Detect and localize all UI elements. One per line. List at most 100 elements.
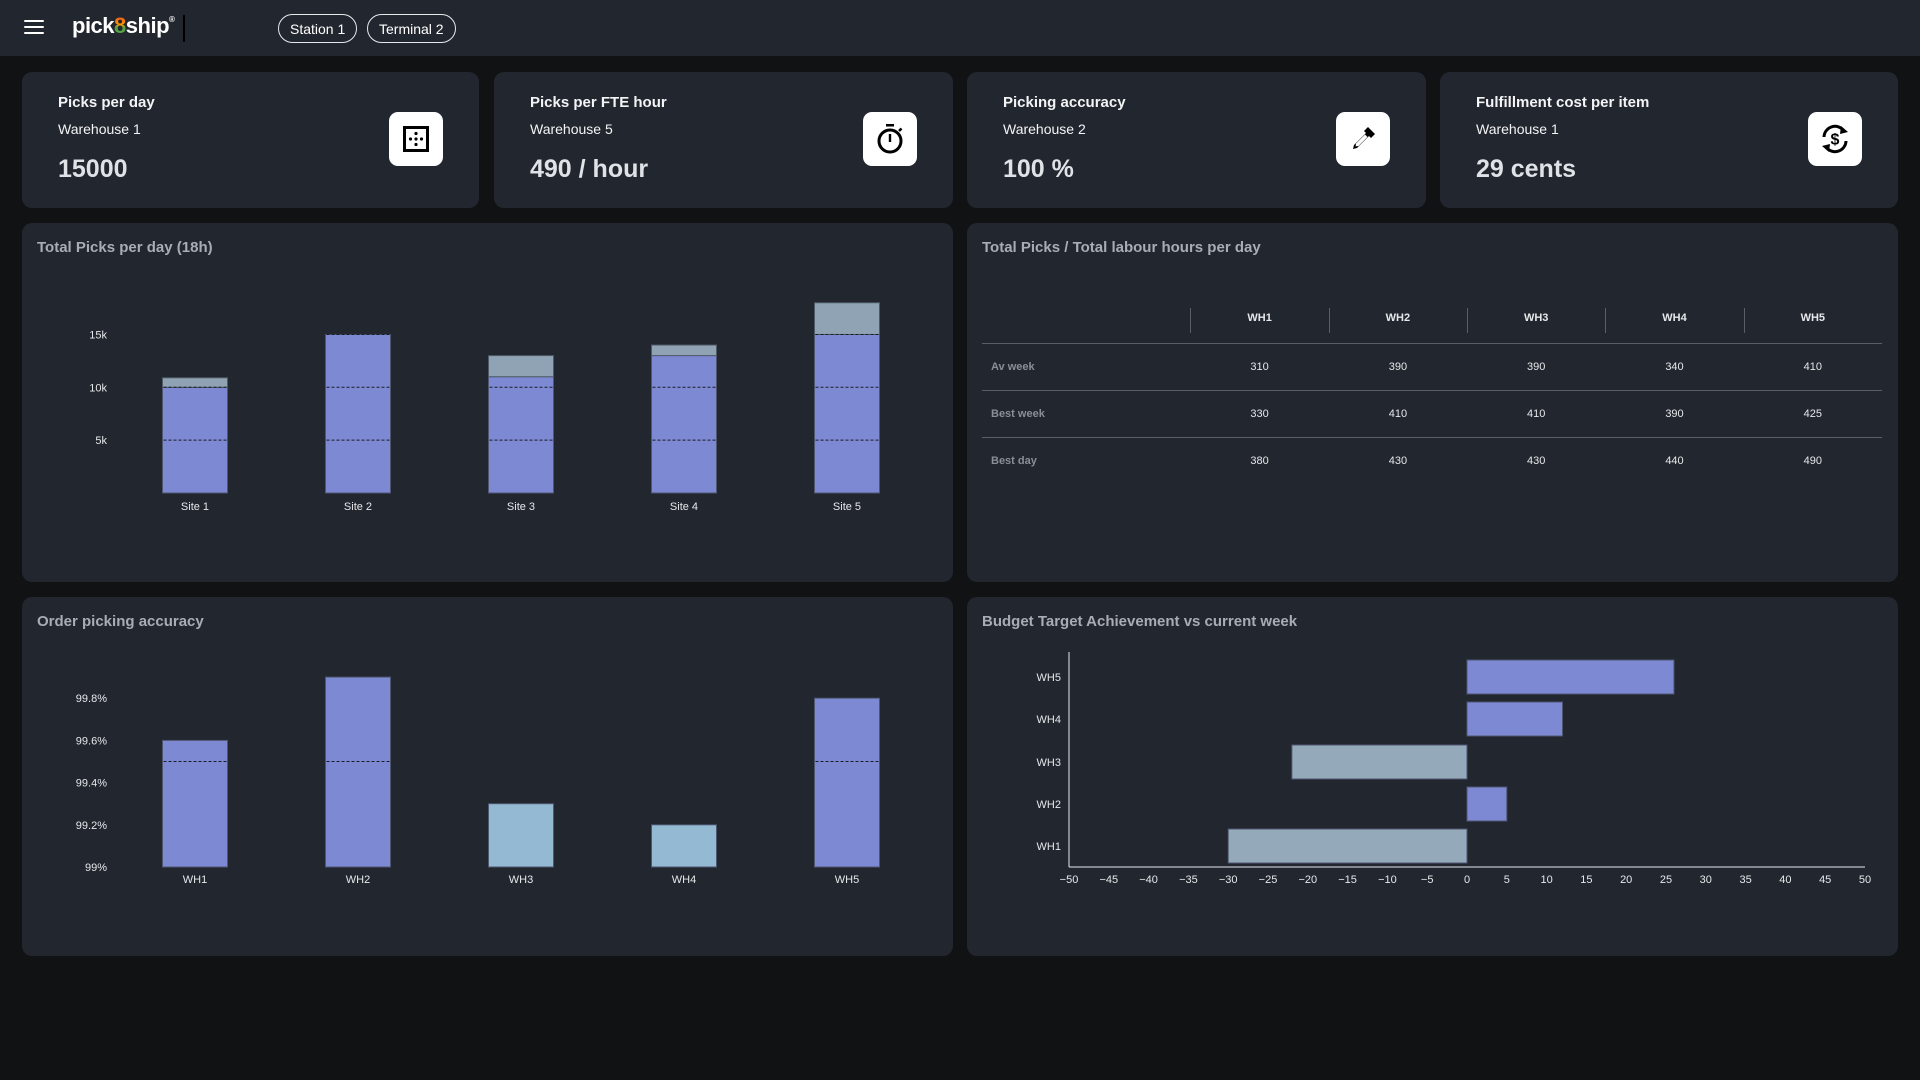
column-header-label: WH4 [1662, 311, 1687, 324]
kpi-title: Fulfillment cost per item [1476, 94, 1650, 111]
kpi-subtitle: Warehouse 1 [58, 121, 141, 137]
x-tick-label: −10 [1378, 874, 1397, 886]
y-tick-label: 10k [89, 382, 107, 394]
table-cell: 390 [1328, 343, 1468, 391]
hamburger-menu-icon[interactable] [24, 20, 44, 36]
y-tick-label: 99.4% [76, 778, 107, 790]
row-label: Best week [982, 390, 1191, 438]
x-tick-label: −5 [1421, 874, 1434, 886]
bar-base [488, 376, 554, 494]
svg-text:$: $ [1831, 132, 1840, 149]
logo-eight: 8 [114, 13, 126, 38]
logo: pick8ship® [72, 13, 175, 39]
kpi-value: 15000 [58, 155, 128, 183]
y-tick-label: 99.2% [76, 820, 107, 832]
column-header-label: WH2 [1385, 311, 1411, 324]
budget-bar [1291, 744, 1468, 780]
panel-title: Total Picks / Total labour hours per day [982, 239, 1261, 256]
x-tick-label: 40 [1779, 874, 1791, 886]
table-cell: 430 [1388, 454, 1408, 467]
budget-chart: −50 −45 −40 −35 −30 −25 −20 −15 −10 −5 0 5 10 15 20 25 3… [1037, 652, 1871, 886]
y-tick-label: WH3 [1037, 757, 1061, 769]
x-tick-label: Site 1 [181, 501, 209, 513]
budget-target-panel: Budget Target Achievement vs current wee… [967, 597, 1898, 956]
row-label: Best day [991, 454, 1037, 467]
x-tick-label: −15 [1338, 874, 1357, 886]
x-tick-label: 20 [1620, 874, 1632, 886]
x-tick-label: 50 [1859, 874, 1871, 886]
panel-title: Budget Target Achievement vs current wee… [982, 613, 1298, 630]
column-divider [1328, 308, 1330, 333]
budget-bar [1466, 701, 1564, 737]
x-tick-label: −45 [1099, 874, 1118, 886]
picks-per-day-panel: Total Picks per day (18h) 5k 10k 15k Site 1… [22, 223, 953, 582]
x-tick-label: WH1 [183, 874, 207, 886]
table-cell: 340 [1605, 343, 1744, 391]
x-tick-label: Site 5 [833, 501, 861, 513]
column-header-label: WH5 [1800, 311, 1826, 324]
x-tick-label: WH4 [672, 874, 696, 886]
budget-bar [1227, 828, 1468, 864]
x-tick-label: WH2 [346, 874, 370, 886]
bar-extra [651, 344, 717, 357]
bar-extra [488, 355, 554, 378]
stopwatch-icon [863, 112, 917, 166]
currency-exchange-icon: $ [1808, 112, 1862, 166]
station-pill[interactable]: Station 1 [278, 14, 358, 43]
x-tick-label: Site 4 [670, 501, 698, 513]
order-accuracy-panel: Order picking accuracy 99% 99.2% 99.4% 99.6… [22, 597, 953, 956]
panel-title: Total Picks per day (18h) [37, 239, 213, 256]
terminal-pill[interactable]: Terminal 2 [367, 14, 456, 43]
column-header: WH5 [1743, 293, 1882, 344]
x-tick-label: WH5 [835, 874, 859, 886]
x-tick-label: 0 [1464, 874, 1470, 886]
x-tick-label: 45 [1819, 874, 1831, 886]
x-tick-label: −25 [1259, 874, 1278, 886]
table-header-row: WH1 WH2 WH3 WH4 WH5 [982, 293, 1882, 344]
kpi-subtitle: Warehouse 1 [1476, 121, 1559, 137]
column-header-label: WH3 [1523, 311, 1549, 324]
column-header-label: WH1 [1247, 311, 1272, 324]
accuracy-chart: 99% 99.2% 99.4% 99.6% 99.8% WH1 WH2 WH3 WH4 WH5 [76, 676, 880, 886]
accuracy-bar [488, 803, 554, 868]
x-tick-label: 35 [1739, 874, 1751, 886]
divider [183, 15, 185, 42]
x-tick-label: 15 [1580, 874, 1592, 886]
column-divider [1467, 308, 1469, 333]
y-tick-label: WH2 [1037, 799, 1061, 811]
table-cell: 440 [1665, 454, 1684, 467]
x-tick-label: Site 3 [507, 501, 535, 513]
kpi-value: 490 / hour [530, 155, 649, 183]
x-tick-label: 5 [1504, 874, 1510, 886]
labour-hours-table: WH1 WH2 WH3 WH4 WH5 Av week 310 390 390 340 410 Be… [982, 293, 1882, 484]
accuracy-bar [162, 739, 228, 868]
registered-mark: ® [169, 15, 175, 24]
bar-extra [162, 377, 228, 388]
kpi-card-picking-accuracy: Picking accuracy Warehouse 2 100 % [967, 72, 1426, 208]
table-row: Av week 310 390 390 340 410 [982, 343, 1882, 391]
column-header: WH4 [1605, 293, 1744, 344]
x-tick-label: WH3 [509, 874, 533, 886]
column-header: WH3 [1467, 293, 1606, 344]
table-cell: 490 [1803, 454, 1822, 467]
column-divider [1190, 308, 1192, 333]
logo-text-end: ship [125, 13, 170, 38]
table-cell: 410 [1467, 390, 1606, 438]
kpi-title: Picks per day [58, 94, 155, 111]
table-cell: 425 [1743, 390, 1882, 438]
x-tick-label: 30 [1700, 874, 1712, 886]
table-cell: 330 [1190, 390, 1329, 438]
kpi-subtitle: Warehouse 2 [1003, 121, 1086, 137]
dice-grid-icon [389, 112, 443, 166]
table-cell: 390 [1605, 390, 1744, 438]
y-tick-label: 15k [89, 329, 107, 341]
x-tick-label: 10 [1540, 874, 1552, 886]
x-tick-label: −40 [1139, 874, 1158, 886]
y-tick-label: 99.8% [76, 693, 107, 705]
budget-bar [1466, 659, 1675, 695]
kpi-value: 100 % [1003, 155, 1074, 183]
bar-base [814, 333, 880, 494]
x-tick-label: −35 [1179, 874, 1198, 886]
logo-text: pick [72, 13, 115, 38]
budget-bar [1466, 786, 1508, 822]
